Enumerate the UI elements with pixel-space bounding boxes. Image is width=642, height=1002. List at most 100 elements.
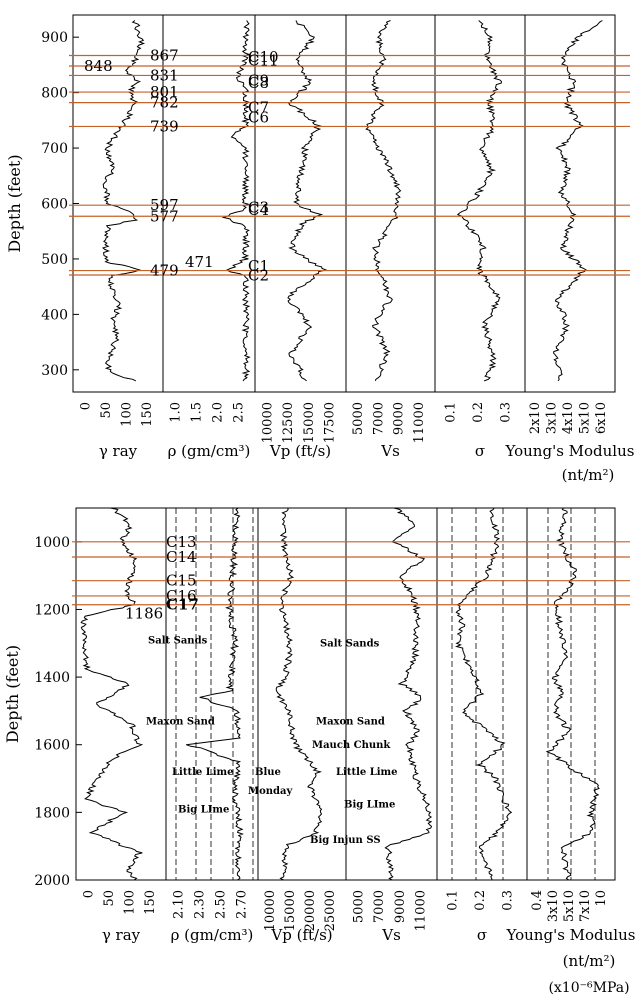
marker-depth-label: 782 (150, 94, 179, 112)
xaxis-subtitle: (nt/m²) (562, 466, 615, 484)
formation-label: Salt Sands (148, 635, 208, 646)
marker-code: C14 (166, 548, 197, 566)
xtick-label: 6x10 (594, 402, 609, 434)
xtick-label: 17500 (323, 402, 338, 443)
marker-code: C13 (166, 533, 197, 551)
curve-young (553, 20, 603, 382)
xtick-label: 5x10 (577, 402, 592, 434)
markers-layer (69, 54, 630, 606)
curve-young (545, 507, 600, 881)
xtick-label: 12500 (281, 402, 296, 443)
xaxis-title-gamma: γ ray (102, 926, 141, 944)
xaxis-title-gamma: γ ray (99, 442, 138, 460)
formation-label: Maxon Sand (146, 716, 215, 727)
xtick-label: 0.3 (498, 402, 513, 423)
xtick-label: 1.0 (169, 402, 184, 423)
marker-depth-label: 801 (150, 83, 179, 101)
formation-label: Big Injun SS (310, 835, 381, 846)
curve-rho (186, 507, 244, 881)
xtick-label: 5000 (351, 402, 366, 435)
xtick-label: 0.1 (446, 890, 461, 911)
curve-vs (384, 507, 433, 881)
ytick-label: 1600 (34, 738, 70, 754)
curves-layer (80, 20, 603, 881)
ytick-label: 500 (41, 252, 68, 268)
marker-depth-label: 739 (150, 117, 179, 135)
xtick-label: 9000 (393, 890, 408, 923)
marker-code: C8 (248, 74, 269, 92)
xaxis-title-vp: Vp (ft/s) (270, 926, 332, 944)
marker-depth-label: 831 (150, 66, 179, 84)
xtick-label: 0.3 (500, 890, 515, 911)
marker-code: C2 (248, 267, 269, 285)
xtick-label: 2x10 (528, 402, 543, 434)
xtick-label: 100 (122, 890, 137, 915)
xtick-label: 3x10 (546, 890, 561, 922)
xtick-label: 9000 (392, 402, 407, 435)
xtick-label: 2.70 (235, 890, 250, 919)
ytick-label: 600 (41, 197, 68, 213)
panels-layer (72, 14, 616, 881)
marker-code: C4 (248, 201, 269, 219)
xtick-label: 1.5 (190, 402, 205, 423)
xaxis-unit: (x10⁻⁶MPa) (548, 980, 629, 996)
xtick-label: 0.4 (530, 890, 545, 911)
xtick-label: 2.30 (193, 890, 208, 919)
formation-label: Monday (248, 786, 293, 797)
xtick-label: 2.0 (211, 402, 226, 423)
curve-sigma (454, 507, 513, 881)
ytick-label: 2000 (34, 873, 70, 889)
xtick-label: 15000 (302, 402, 317, 443)
formation-label: Little Lime (172, 767, 233, 778)
ytick-label: 400 (41, 307, 68, 323)
xtick-label: 2.50 (214, 890, 229, 919)
panel-frame-gamma (75, 507, 167, 881)
panel-frame-vp (257, 507, 347, 881)
panel-frame-young (524, 14, 616, 393)
xaxis-title-rho: ρ (gm/cm³) (168, 442, 251, 460)
formation-label: Blue (255, 767, 281, 778)
xtick-label: 11000 (414, 890, 429, 931)
xaxis-title-rho: ρ (gm/cm³) (171, 926, 254, 944)
curve-vp (275, 507, 323, 881)
xtick-label: 100 (119, 402, 134, 427)
curve-gamma (80, 507, 144, 881)
marker-code: C7 (248, 99, 269, 117)
xaxis-title-vs: Vs (380, 442, 400, 460)
xtick-label: 150 (143, 890, 158, 915)
xtick-label: 0.2 (473, 890, 488, 911)
xtick-label: 2.10 (172, 890, 187, 919)
ytick-label: 1800 (34, 805, 70, 821)
xtick-label: 5000 (351, 890, 366, 923)
formation-label: Salt Sands (320, 639, 380, 650)
xtick-label: 7000 (372, 890, 387, 923)
marker-depth-label: 1186 (125, 605, 163, 623)
xaxis-title-sigma: σ (475, 442, 485, 460)
marker-depth-label: 577 (150, 207, 179, 225)
marker-code: C9 (248, 71, 269, 89)
formation-label: Little Lime (336, 767, 397, 778)
formation-label: Big LIme (178, 804, 229, 815)
formation-label: Mauch Chunk (312, 740, 391, 751)
xtick-label: 3x10 (545, 402, 560, 434)
panel-frame-vs (345, 507, 438, 881)
marker-code: C16 (166, 587, 197, 605)
xtick-label: 0 (81, 890, 96, 898)
xtick-label: 0.2 (471, 402, 486, 423)
curve-rho (221, 20, 251, 382)
marker-code: C15 (166, 572, 197, 590)
marker-code: C11 (248, 51, 279, 69)
xaxis-subtitle: (nt/m²) (563, 952, 616, 970)
curve-gamma (101, 20, 146, 382)
xtick-label: 10000 (260, 402, 275, 443)
xtick-label: 10 (594, 890, 609, 907)
xtick-label: 7000 (371, 402, 386, 435)
formation-label: Maxon Sand (316, 716, 385, 727)
marker-code: C1 (248, 257, 269, 275)
xtick-label: 0.1 (444, 402, 459, 423)
xaxis-title-vp: Vp (ft/s) (269, 442, 331, 460)
xtick-label: 7x10 (578, 890, 593, 922)
xtick-label: 2.5 (232, 402, 247, 423)
